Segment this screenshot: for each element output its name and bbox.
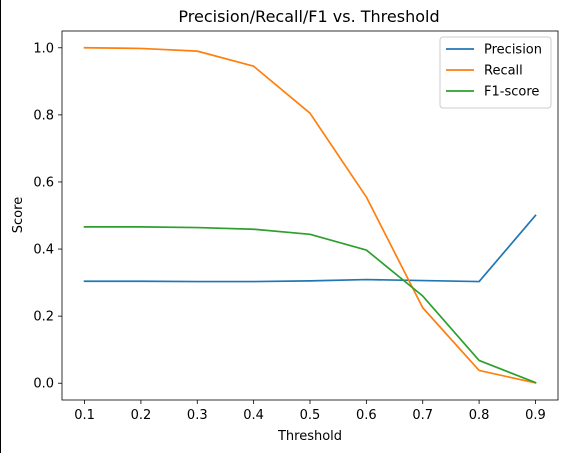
y-tick-label: 0.8 xyxy=(33,108,54,123)
chart-title: Precision/Recall/F1 vs. Threshold xyxy=(178,7,439,26)
x-tick-label: 0.6 xyxy=(356,408,377,423)
x-tick-label: 0.7 xyxy=(412,408,433,423)
x-axis-label: Threshold xyxy=(277,429,342,444)
x-tick-label: 0.5 xyxy=(300,408,321,423)
y-tick-label: 1.0 xyxy=(33,41,54,56)
series-line-recall xyxy=(83,46,537,384)
series-line-precision xyxy=(83,214,537,283)
series-line-f1-score xyxy=(83,226,537,384)
plot-area: 0.1 0.2 0.3 0.4 0.5 0.6 0.7 0.8 0.9 0.0 0.2 0.4 0.6 0… xyxy=(33,30,559,423)
y-axis-label: Score xyxy=(11,197,26,233)
y-tick-label: 0.0 xyxy=(33,377,54,392)
x-tick-label: 0.4 xyxy=(243,408,264,423)
x-tick-label: 0.1 xyxy=(74,408,95,423)
legend: Precision Recall F1-score xyxy=(439,36,552,109)
legend-label-recall: Recall xyxy=(484,64,523,79)
x-tick-label: 0.3 xyxy=(187,408,208,423)
legend-label-precision: Precision xyxy=(484,43,542,58)
x-tick-label: 0.2 xyxy=(131,408,152,423)
y-tick-label: 0.4 xyxy=(33,243,54,258)
y-tick-label: 0.2 xyxy=(33,310,54,325)
x-tick-label: 0.8 xyxy=(469,408,490,423)
legend-label-f1-score: F1-score xyxy=(484,85,539,100)
y-tick-label: 0.6 xyxy=(33,175,54,190)
x-tick-label: 0.9 xyxy=(525,408,546,423)
left-edge-divider xyxy=(0,0,1,453)
